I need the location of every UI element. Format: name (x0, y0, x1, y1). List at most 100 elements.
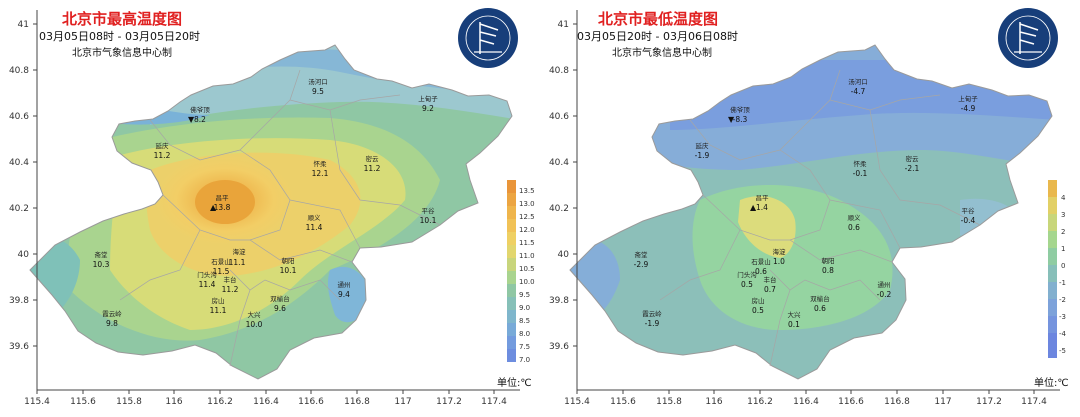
legend-label: -1 (1059, 279, 1066, 287)
station-value: 0.5 (741, 280, 753, 289)
station-name: 丰台 (224, 275, 237, 284)
y-tick: 40 (18, 250, 30, 260)
x-tick: 117.4 (481, 397, 507, 407)
y-axis-ticks: 41 40.8 40.6 40.4 40.2 40 39.8 39.6 (549, 20, 577, 352)
map-title: 北京市最高温度图 (62, 10, 182, 28)
station-name: 大兴 (248, 310, 262, 319)
station-value: 8.2 (194, 115, 206, 124)
station-value: 10.3 (93, 260, 110, 269)
station-value: 9.4 (338, 290, 350, 299)
station-marker: 延庆-1.9 (695, 141, 710, 160)
y-tick: 41 (18, 20, 29, 30)
x-tick: 115.8 (656, 397, 682, 407)
station-name: 朝阳 (822, 256, 835, 265)
station-name: 房山 (752, 296, 765, 305)
max-marker-icon: ▲ (750, 203, 757, 212)
legend-label: 8.5 (519, 317, 530, 325)
station-name: 门头沟 (197, 270, 217, 279)
station-name: 顺义 (848, 214, 862, 222)
x-tick: 117.2 (436, 397, 462, 407)
station-name: 平谷 (422, 206, 436, 215)
station-value: 0.8 (822, 266, 834, 275)
y-tick: 40.2 (549, 204, 569, 214)
x-tick: 116.6 (298, 397, 324, 407)
x-tick: 116 (165, 397, 182, 407)
station-value: 9.8 (106, 319, 118, 328)
max-temperature-map: 41 40.8 40.6 40.4 40.2 40 39.8 39.6 115.… (0, 0, 540, 413)
legend-label: 11.0 (519, 252, 535, 260)
district-boundaries (659, 69, 981, 367)
station-value: 9.2 (422, 104, 434, 113)
legend-label: 3 (1061, 211, 1065, 219)
station-value: -2.9 (634, 260, 649, 269)
station-marker: 海淀1.0 (773, 247, 787, 266)
y-tick: 40.6 (9, 112, 29, 122)
legend-label: -5 (1059, 347, 1066, 355)
station-marker: 11.1 (229, 258, 246, 267)
temperature-field (30, 45, 512, 379)
station-name: 门头沟 (737, 270, 757, 279)
station-marker: 佛爷顶▼ 8.2 (188, 105, 210, 124)
legend-label: 4 (1061, 194, 1066, 202)
temperature-field (570, 45, 1052, 379)
station-value: -4.9 (961, 104, 976, 113)
station-name: 昌平 (216, 194, 230, 202)
y-tick: 40.8 (9, 66, 29, 76)
station-marker: 霞云岭-1.9 (642, 309, 662, 328)
x-tick: 116 (705, 397, 722, 407)
map-period: 03月05日20时 - 03月06日08时 (577, 30, 738, 43)
x-tick: 116.8 (344, 397, 370, 407)
x-tick: 115.8 (116, 397, 142, 407)
station-value: 0.7 (764, 285, 776, 294)
district-boundaries (119, 69, 441, 367)
station-layer: 延庆-1.9佛爷顶▼-8.3汤河口-4.7上甸子-4.9怀柔-0.1密云-2.1… (634, 77, 979, 329)
station-name: 佛爷顶 (190, 105, 210, 114)
station-name: 平谷 (962, 206, 976, 215)
station-name: 海淀 (233, 247, 247, 256)
station-value: 1.0 (773, 257, 785, 266)
temperature-legend: 4 3 2 1 0 -1 -2 -3 -4 -5 (1048, 180, 1067, 358)
legend-label: 10.0 (519, 278, 535, 286)
legend-label: 12.5 (519, 213, 535, 221)
station-value: 11.2 (154, 151, 171, 160)
map-period: 03月05日08时 - 03月05日20时 (39, 30, 200, 43)
max-marker-icon: ▲ (210, 203, 217, 212)
x-tick: 117 (934, 397, 951, 407)
station-value: 10.1 (280, 266, 297, 275)
station-value: 11.4 (199, 280, 216, 289)
legend-label: -2 (1059, 296, 1066, 304)
station-name: 霞云岭 (642, 309, 662, 318)
legend-label: 11.5 (519, 239, 535, 247)
temperature-legend: 13.5 13.0 12.5 12.0 11.5 11.0 10.5 10.0 … (507, 180, 535, 364)
legend-label: 12.0 (519, 226, 535, 234)
x-axis-ticks: 115.4 115.6 115.8 116 116.2 116.4 116.6 … (24, 390, 507, 407)
station-marker: 斋堂-2.9 (634, 250, 649, 269)
station-name: 斋堂 (95, 250, 109, 259)
x-tick: 115.6 (70, 397, 96, 407)
station-value: 11.4 (306, 223, 323, 232)
legend-label: 13.5 (519, 187, 535, 195)
station-name: 怀柔 (854, 159, 868, 168)
station-value: 11.2 (222, 285, 239, 294)
map-frame (576, 10, 1060, 391)
x-tick: 117 (394, 397, 411, 407)
y-tick: 40 (558, 250, 570, 260)
x-tick: 117.4 (1021, 397, 1047, 407)
legend-label: 10.5 (519, 265, 535, 273)
min-marker-icon: ▼ (728, 115, 735, 124)
station-name: 顺义 (308, 214, 322, 222)
y-tick: 40.6 (549, 112, 569, 122)
station-marker: 平谷-0.4 (961, 206, 976, 225)
station-value: 0.5 (752, 306, 764, 315)
station-name: 延庆 (156, 141, 170, 150)
unit-label: 单位:℃ (497, 376, 532, 389)
station-value: 10.0 (246, 320, 263, 329)
station-name: 霞云岭 (102, 309, 122, 318)
